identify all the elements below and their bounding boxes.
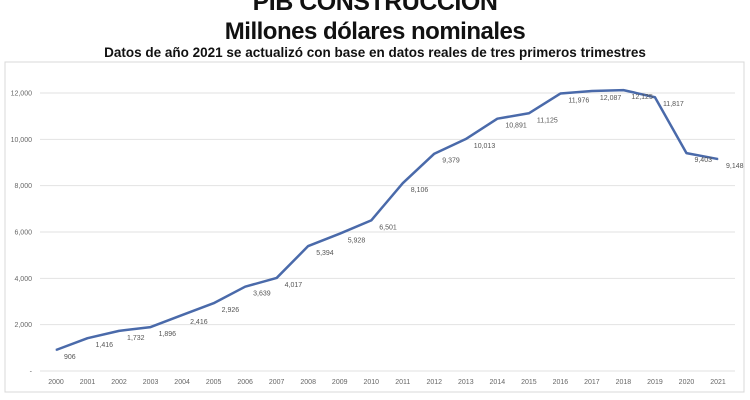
chart-title: PIB CONSTRUCCIÓN <box>252 0 498 16</box>
data-point <box>685 152 687 154</box>
x-tick-label: 2003 <box>143 379 159 386</box>
data-label: 906 <box>64 354 76 361</box>
data-point <box>370 219 372 221</box>
x-tick-label: 2016 <box>553 379 569 386</box>
x-tick-label: 2020 <box>679 379 695 386</box>
x-tick-label: 2015 <box>521 379 537 386</box>
data-label: 8,106 <box>411 187 429 194</box>
x-tick-label: 2010 <box>363 379 379 386</box>
data-label: 12,087 <box>600 95 622 102</box>
data-label: 10,013 <box>474 143 496 150</box>
y-tick-label: 12,000 <box>11 91 33 98</box>
x-tick-label: 2002 <box>111 379 127 386</box>
y-tick-label: - <box>30 369 33 376</box>
y-tick-label: 8,000 <box>14 183 32 190</box>
y-tick-label: 10,000 <box>11 137 33 144</box>
y-tick-label: 2,000 <box>14 322 32 329</box>
chart-note: Datos de año 2021 se actualizó con base … <box>104 45 646 60</box>
data-label: 9,148 <box>726 163 744 170</box>
data-label: 9,403 <box>694 157 712 164</box>
data-point <box>150 326 152 328</box>
data-label: 1,416 <box>96 342 114 349</box>
data-label: 11,976 <box>568 98 589 105</box>
x-tick-label: 2001 <box>80 379 96 386</box>
y-tick-label: 4,000 <box>14 276 32 283</box>
x-tick-label: 2013 <box>458 379 474 386</box>
chart-subtitle: Millones dólares nominales <box>224 18 526 45</box>
data-label: 5,394 <box>316 250 334 257</box>
series-line <box>55 88 719 352</box>
data-point <box>244 286 246 288</box>
data-point <box>717 158 719 160</box>
data-point <box>591 90 593 92</box>
data-label: 11,817 <box>663 101 684 108</box>
x-tick-label: 2021 <box>710 379 726 386</box>
data-point <box>118 330 120 332</box>
x-tick-label: 2008 <box>300 379 316 386</box>
data-point <box>496 118 498 120</box>
data-label: 6,501 <box>379 224 397 231</box>
x-tick-label: 2006 <box>237 379 253 386</box>
data-point <box>276 277 278 279</box>
data-point <box>55 349 57 351</box>
data-label: 11,125 <box>537 117 558 124</box>
x-tick-label: 2017 <box>584 379 600 386</box>
data-point <box>181 314 183 316</box>
data-label: 2,926 <box>222 307 240 314</box>
data-label: 10,891 <box>505 123 527 130</box>
x-tick-label: 2014 <box>490 379 506 386</box>
data-label: 4,017 <box>285 282 303 289</box>
chart-border <box>4 61 745 393</box>
data-point <box>528 112 530 114</box>
data-point <box>402 182 404 184</box>
x-tick-label: 2011 <box>395 379 410 386</box>
x-tick-label: 2000 <box>48 379 64 386</box>
data-label: 5,928 <box>348 238 366 245</box>
x-tick-label: 2005 <box>206 379 222 386</box>
x-tick-label: 2012 <box>426 379 442 386</box>
data-point <box>622 89 624 91</box>
x-tick-label: 2018 <box>616 379 632 386</box>
x-tick-label: 2004 <box>174 379 190 386</box>
data-label: 9,379 <box>442 158 460 165</box>
data-label: 3,639 <box>253 291 271 298</box>
data-label: 1,732 <box>127 335 145 342</box>
data-point <box>339 233 341 235</box>
x-tick-label: 2009 <box>332 379 348 386</box>
data-point <box>465 138 467 140</box>
data-label: 12,125 <box>631 94 653 101</box>
x-tick-label: 2019 <box>647 379 663 386</box>
data-point <box>433 153 435 155</box>
data-point <box>213 302 215 304</box>
data-label: 2,416 <box>190 319 208 326</box>
data-point <box>307 245 309 247</box>
data-point <box>559 93 561 95</box>
data-label: 1,896 <box>159 331 177 338</box>
x-tick-label: 2007 <box>269 379 285 386</box>
y-tick-label: 6,000 <box>14 230 32 237</box>
data-point <box>654 96 656 98</box>
data-point <box>87 337 89 339</box>
